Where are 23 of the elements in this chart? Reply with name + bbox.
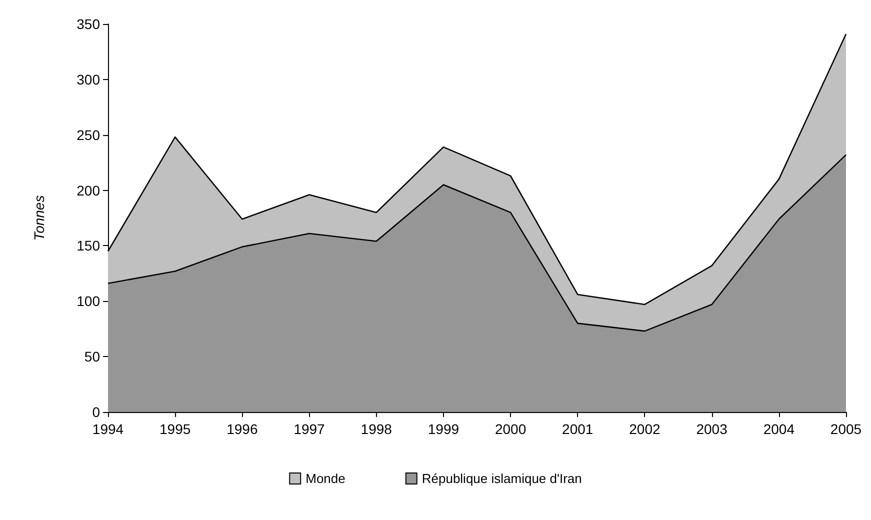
legend-label: Monde (306, 471, 346, 486)
x-tick-label: 2005 (830, 421, 862, 437)
x-tick-label: 1999 (428, 421, 460, 437)
x-tick-label: 1996 (226, 421, 258, 437)
x-tick-label: 2001 (562, 421, 594, 437)
x-tick-label: 2003 (696, 421, 728, 437)
y-axis-title: Tonnes (31, 195, 47, 241)
legend-label: République islamique d'Iran (422, 471, 582, 486)
y-tick-label: 0 (92, 404, 100, 420)
y-tick-label: 350 (76, 16, 100, 32)
y-tick-label: 50 (84, 348, 100, 365)
y-tick-label: 100 (76, 293, 100, 310)
x-tick-label: 2002 (629, 421, 661, 437)
x-tick-label: 1997 (294, 421, 326, 437)
x-tick-label: 1995 (160, 421, 191, 437)
x-tick-label: 1994 (92, 421, 124, 437)
y-tick-label: 250 (76, 126, 100, 143)
x-tick-label: 2004 (763, 421, 795, 437)
y-tick-label: 200 (76, 182, 100, 198)
y-tick-label: 150 (76, 238, 100, 254)
y-tick-label: 300 (76, 71, 100, 88)
x-tick-label: 2000 (494, 421, 526, 437)
x-tick-label: 1998 (360, 421, 392, 437)
